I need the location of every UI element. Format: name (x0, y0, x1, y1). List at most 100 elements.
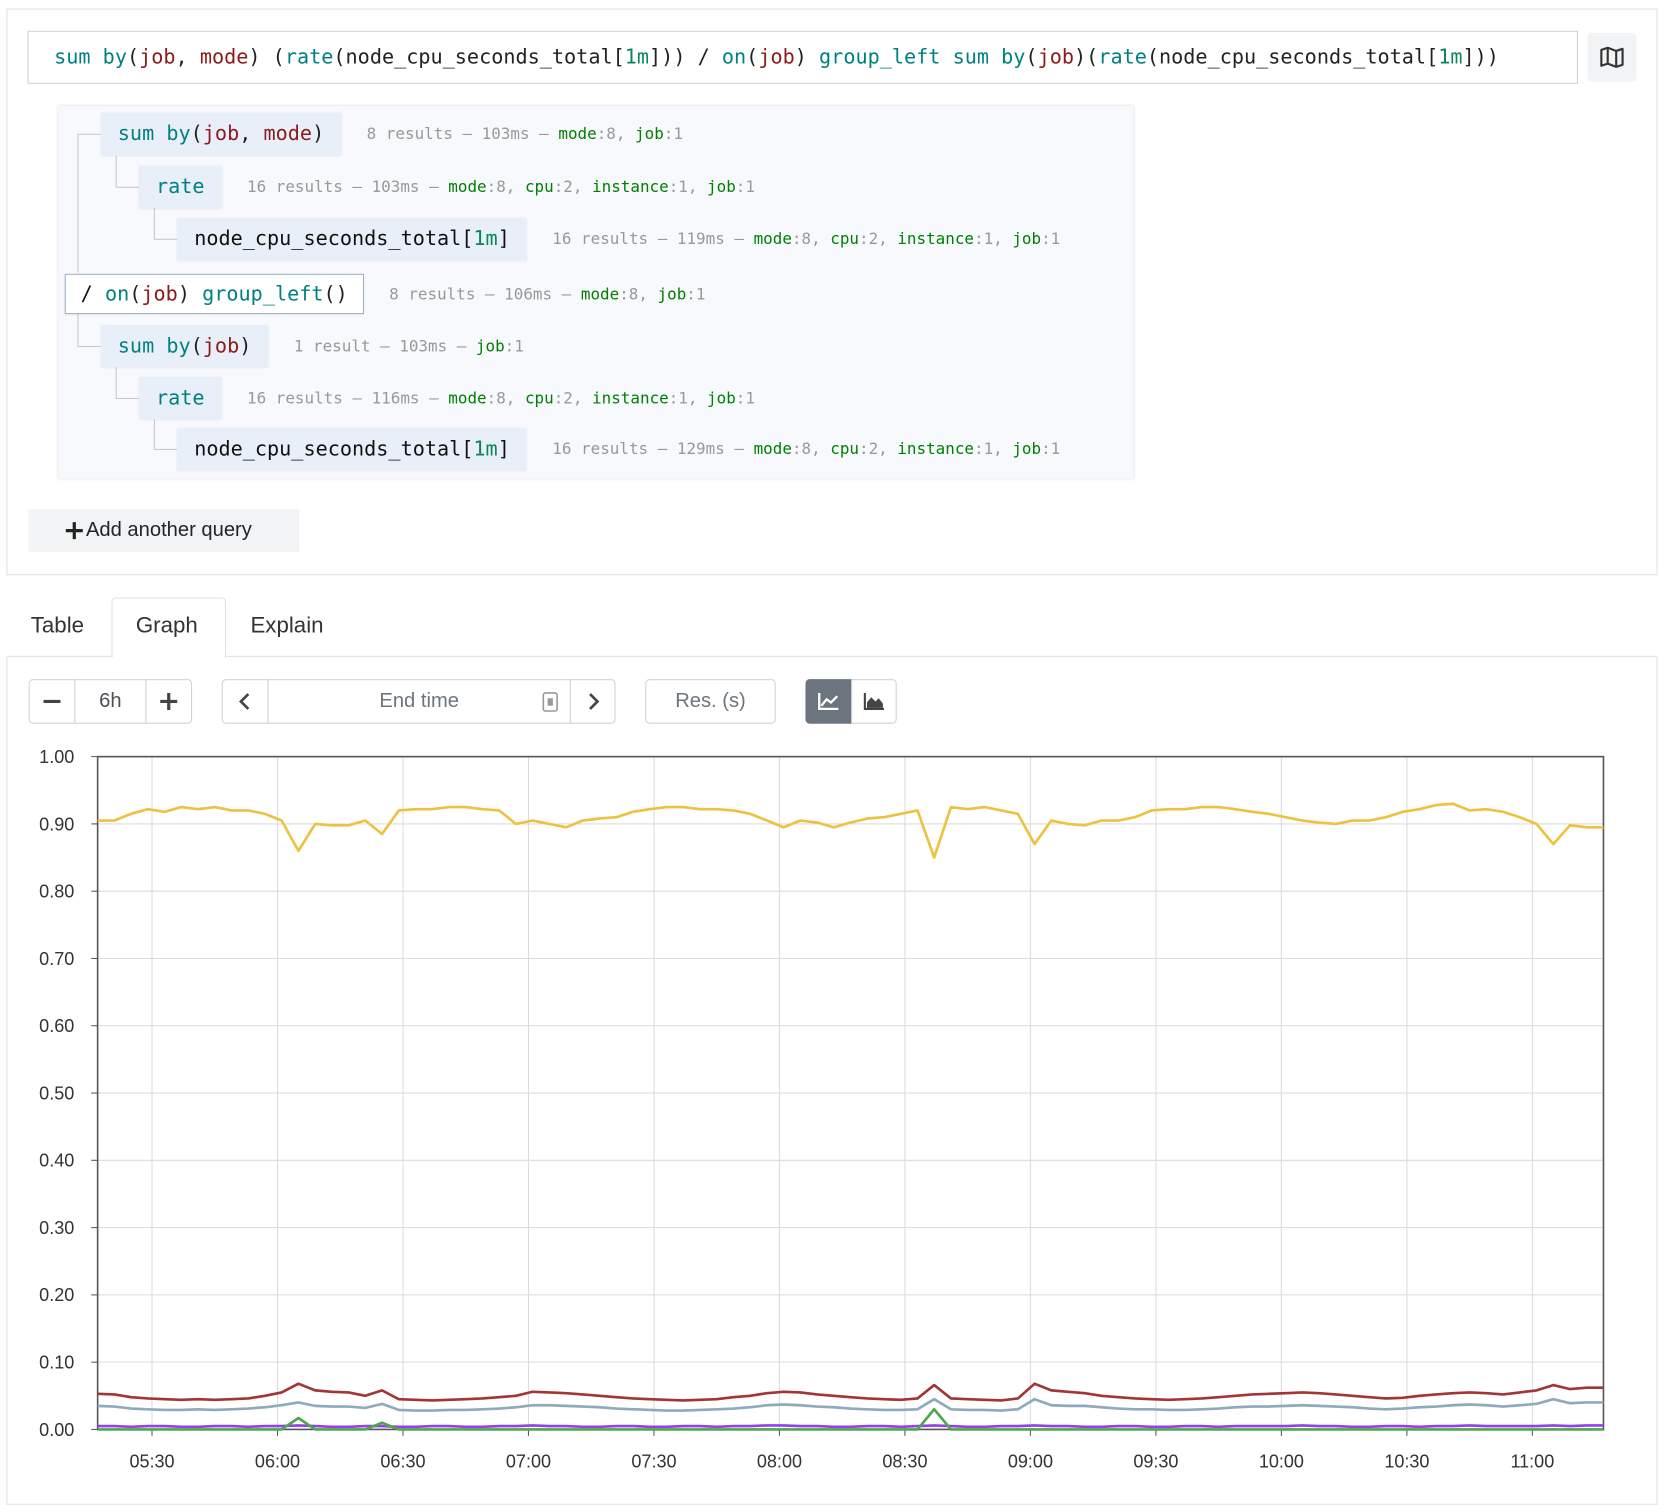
stats-text: :1 (735, 177, 755, 197)
series-line (97, 802, 1604, 859)
x-tick-label: 08:00 (757, 1452, 802, 1472)
y-tick-label: 0.80 (39, 882, 74, 902)
tree-connector (115, 186, 140, 188)
stats-text: :1 (686, 284, 706, 304)
token: ( (1025, 45, 1038, 69)
stacked-button[interactable] (851, 679, 897, 724)
token: ) (239, 334, 252, 358)
stats-text: :2, (858, 439, 898, 459)
token: ] (497, 437, 510, 461)
decrease-range-button[interactable] (28, 679, 76, 724)
token: node_cpu_seconds_total[ (194, 437, 474, 461)
tab[interactable]: Explain (250, 613, 324, 638)
x-tick-label: 08:30 (882, 1452, 927, 1472)
end-time-placeholder: End time (379, 689, 459, 713)
tree-connector (115, 367, 117, 398)
token: group_left (202, 282, 324, 306)
label-name: mode (580, 284, 620, 304)
token: job (141, 282, 178, 306)
tree-connector (77, 313, 79, 346)
token: (node_cpu_seconds_total[ (333, 45, 625, 69)
token: sum by (117, 334, 191, 358)
token: job (202, 122, 240, 146)
stats-text: :1, (973, 439, 1013, 459)
token: , (175, 45, 200, 69)
label-name: mode (448, 177, 487, 197)
stats-text: :8, (486, 388, 525, 408)
label-name: job (1012, 439, 1042, 459)
stats-text: :2, (553, 388, 593, 408)
x-tick-label: 06:00 (255, 1452, 300, 1472)
node-stats: 1 result – 103ms – job:1 (294, 336, 524, 355)
add-query-button[interactable]: Add another query (28, 509, 300, 552)
tree-connector (115, 397, 140, 400)
end-time-input[interactable]: End time (267, 679, 571, 724)
node-expression: rate (139, 165, 222, 208)
y-tick-label: 0.00 (39, 1420, 74, 1440)
token: job (758, 45, 795, 69)
resolution-input[interactable]: Res. (s) (645, 679, 776, 724)
token: mode (263, 122, 313, 146)
token: on (721, 45, 747, 69)
later-button[interactable] (569, 679, 616, 724)
chevron-left-icon (239, 693, 250, 710)
x-tick-label: 10:30 (1384, 1452, 1429, 1472)
label-name: job (635, 124, 664, 144)
stats-text: :8, (791, 229, 831, 249)
tree-connector (153, 419, 155, 449)
tree-node: node_cpu_seconds_total[1m] 16 results – 1… (177, 427, 1060, 471)
increase-range-button[interactable] (145, 679, 193, 724)
label-name: cpu (524, 388, 554, 408)
x-tick-label: 09:00 (1008, 1452, 1053, 1472)
node-expression: sum by(job, mode) (100, 112, 342, 155)
token: sum by (54, 45, 127, 69)
y-tick-label: 0.60 (39, 1016, 74, 1036)
range-input[interactable]: 6h (74, 679, 147, 724)
unstacked-button[interactable] (805, 679, 853, 724)
minus-icon (43, 699, 61, 704)
token: 1m (1438, 45, 1463, 69)
tree-node: node_cpu_seconds_total[1m] 16 results – 1… (177, 217, 1061, 260)
y-tick-label: 0.50 (39, 1083, 74, 1103)
node-expression: sum by(job) (100, 324, 269, 368)
add-query-label: Add another query (85, 518, 252, 542)
tree-connector (153, 448, 178, 450)
label-name: instance (897, 229, 974, 249)
tab[interactable]: Table (30, 613, 85, 638)
token: 1m (624, 45, 650, 69)
token: job (1037, 45, 1075, 69)
series-line (97, 1407, 1604, 1431)
node-expression: / on(job) group_left() (64, 273, 364, 315)
stats-text: :8, (596, 124, 636, 144)
label-name: instance (592, 388, 669, 408)
metrics-explorer-button[interactable] (1587, 32, 1637, 82)
label-name: job (475, 336, 505, 356)
x-tick-label: 11:00 (1510, 1452, 1554, 1472)
y-tick-label: 0.90 (39, 814, 74, 834)
token: ])) / (649, 45, 722, 69)
label-name: instance (592, 177, 669, 197)
earlier-button[interactable] (221, 679, 269, 724)
stats-text: :2, (858, 229, 898, 249)
label-name: job (657, 284, 687, 304)
line-chart-icon (818, 692, 839, 711)
query-input[interactable]: sum by(job, mode) (rate(node_cpu_seconds… (27, 30, 1579, 84)
stats-text: :1 (1041, 229, 1061, 249)
stats-text: :1, (973, 229, 1013, 249)
tab[interactable]: Graph (135, 613, 198, 638)
node-expression: node_cpu_seconds_total[1m] (177, 217, 527, 260)
x-tick-label: 10:00 (1259, 1452, 1304, 1472)
token: , (239, 122, 264, 146)
token: ( (746, 45, 759, 69)
active-tab (111, 597, 227, 658)
token: job (139, 45, 176, 69)
label-name: mode (753, 229, 792, 249)
token: ) ( (248, 45, 285, 69)
token: )( (1074, 45, 1099, 69)
token: mode (199, 45, 249, 69)
label-name: cpu (524, 177, 554, 197)
stats-text: :1, (668, 388, 708, 408)
tree-node: rate 16 results – 116ms – mode:8, cpu:2, … (139, 376, 755, 420)
y-tick-label: 0.10 (39, 1353, 74, 1373)
